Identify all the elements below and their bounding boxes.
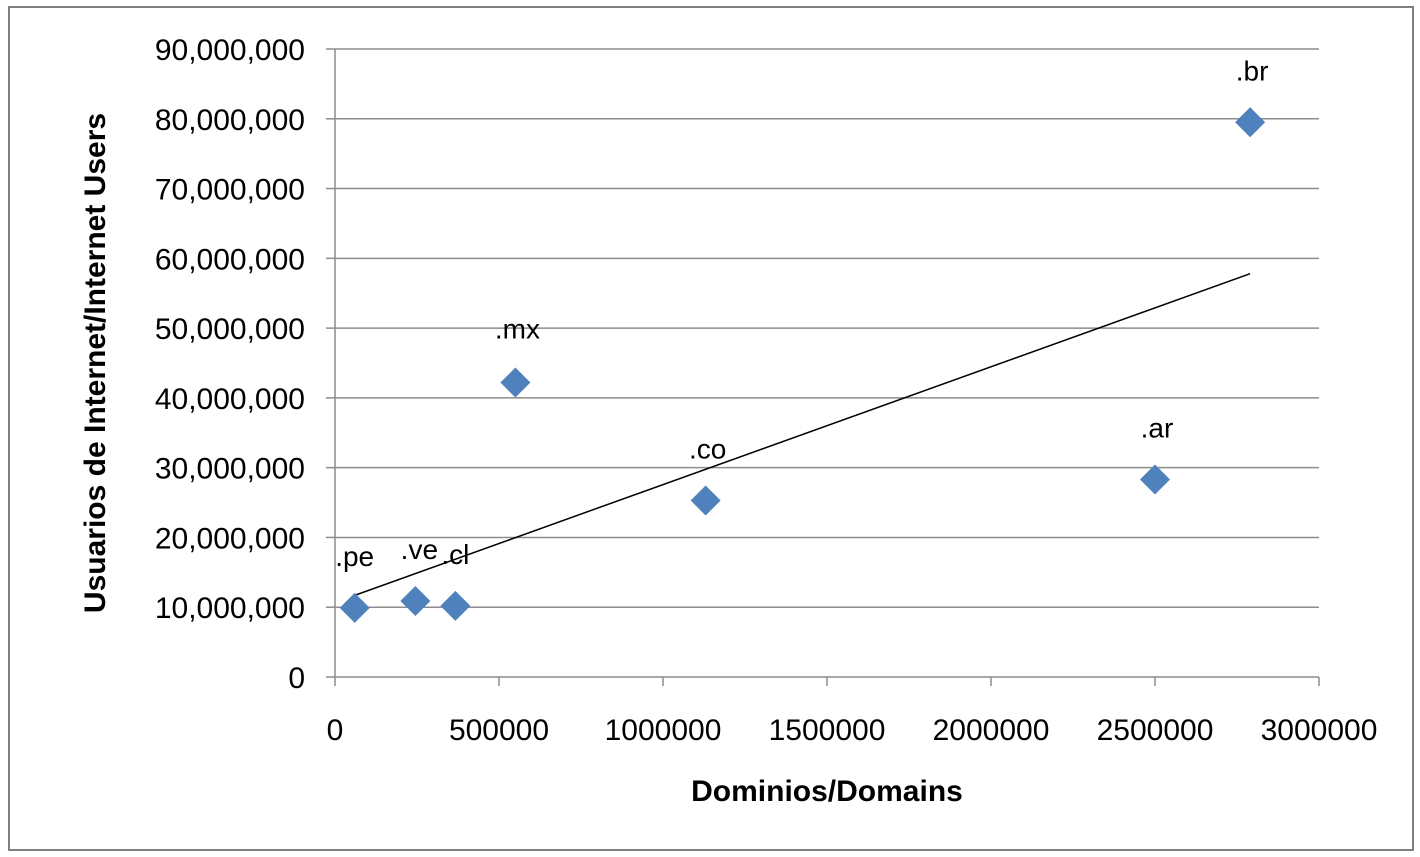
y-tick-label: 40,000,000 (155, 383, 305, 416)
y-tick-label: 30,000,000 (155, 453, 305, 486)
data-point-marker (339, 592, 370, 623)
y-tick-label: 0 (288, 662, 305, 695)
y-tick-label: 10,000,000 (155, 592, 305, 625)
x-tick-label: 2500000 (1097, 714, 1214, 747)
x-tick-label: 2000000 (933, 714, 1050, 747)
data-point-marker (1140, 464, 1170, 495)
data-point-marker (1235, 107, 1266, 138)
data-point-marker (690, 485, 721, 516)
data-point-label: .ar (1141, 413, 1174, 444)
data-point-label: .co (689, 433, 726, 464)
x-tick-label: 3000000 (1261, 714, 1378, 747)
data-point-label: .ve (401, 534, 438, 565)
data-point-label: .cl (441, 539, 469, 570)
trendline (354, 272, 1251, 597)
y-axis-title: Usuarios de Internet/Internet Users (79, 113, 112, 613)
data-point-marker (400, 585, 431, 616)
x-tick-label: 0 (327, 714, 344, 747)
data-point-marker (500, 367, 531, 398)
y-tick-label: 20,000,000 (155, 522, 305, 555)
data-point-label: .pe (335, 541, 374, 572)
y-tick-label: 90,000,000 (155, 34, 305, 67)
y-tick-labels: 0 10,000,000 20,000,000 30,000,000 40,000,00… (155, 34, 305, 695)
chart-frame (8, 6, 1414, 851)
x-axis-title: Dominios/Domains (691, 775, 963, 808)
data-points (339, 107, 1266, 623)
x-tick-label: 1500000 (769, 714, 886, 747)
x-tick-label: 1000000 (605, 714, 722, 747)
data-point-marker (440, 590, 471, 621)
y-tick-label: 70,000,000 (155, 174, 305, 207)
data-point-label: .br (1236, 55, 1269, 86)
x-tick-labels: 0 500000 1000000 1500000 2000000 2500000 30000… (327, 714, 1378, 747)
trendline-group (354, 272, 1251, 597)
grid-lines (335, 48, 1319, 608)
point-labels: .pe .ve .cl .mx .co .ar .br (335, 55, 1268, 572)
data-point-label: .mx (495, 314, 540, 345)
axes (326, 48, 1320, 686)
y-tick-label: 50,000,000 (155, 313, 305, 346)
x-tick-label: 500000 (449, 714, 549, 747)
y-tick-label: 60,000,000 (155, 243, 305, 276)
y-tick-label: 80,000,000 (155, 104, 305, 137)
